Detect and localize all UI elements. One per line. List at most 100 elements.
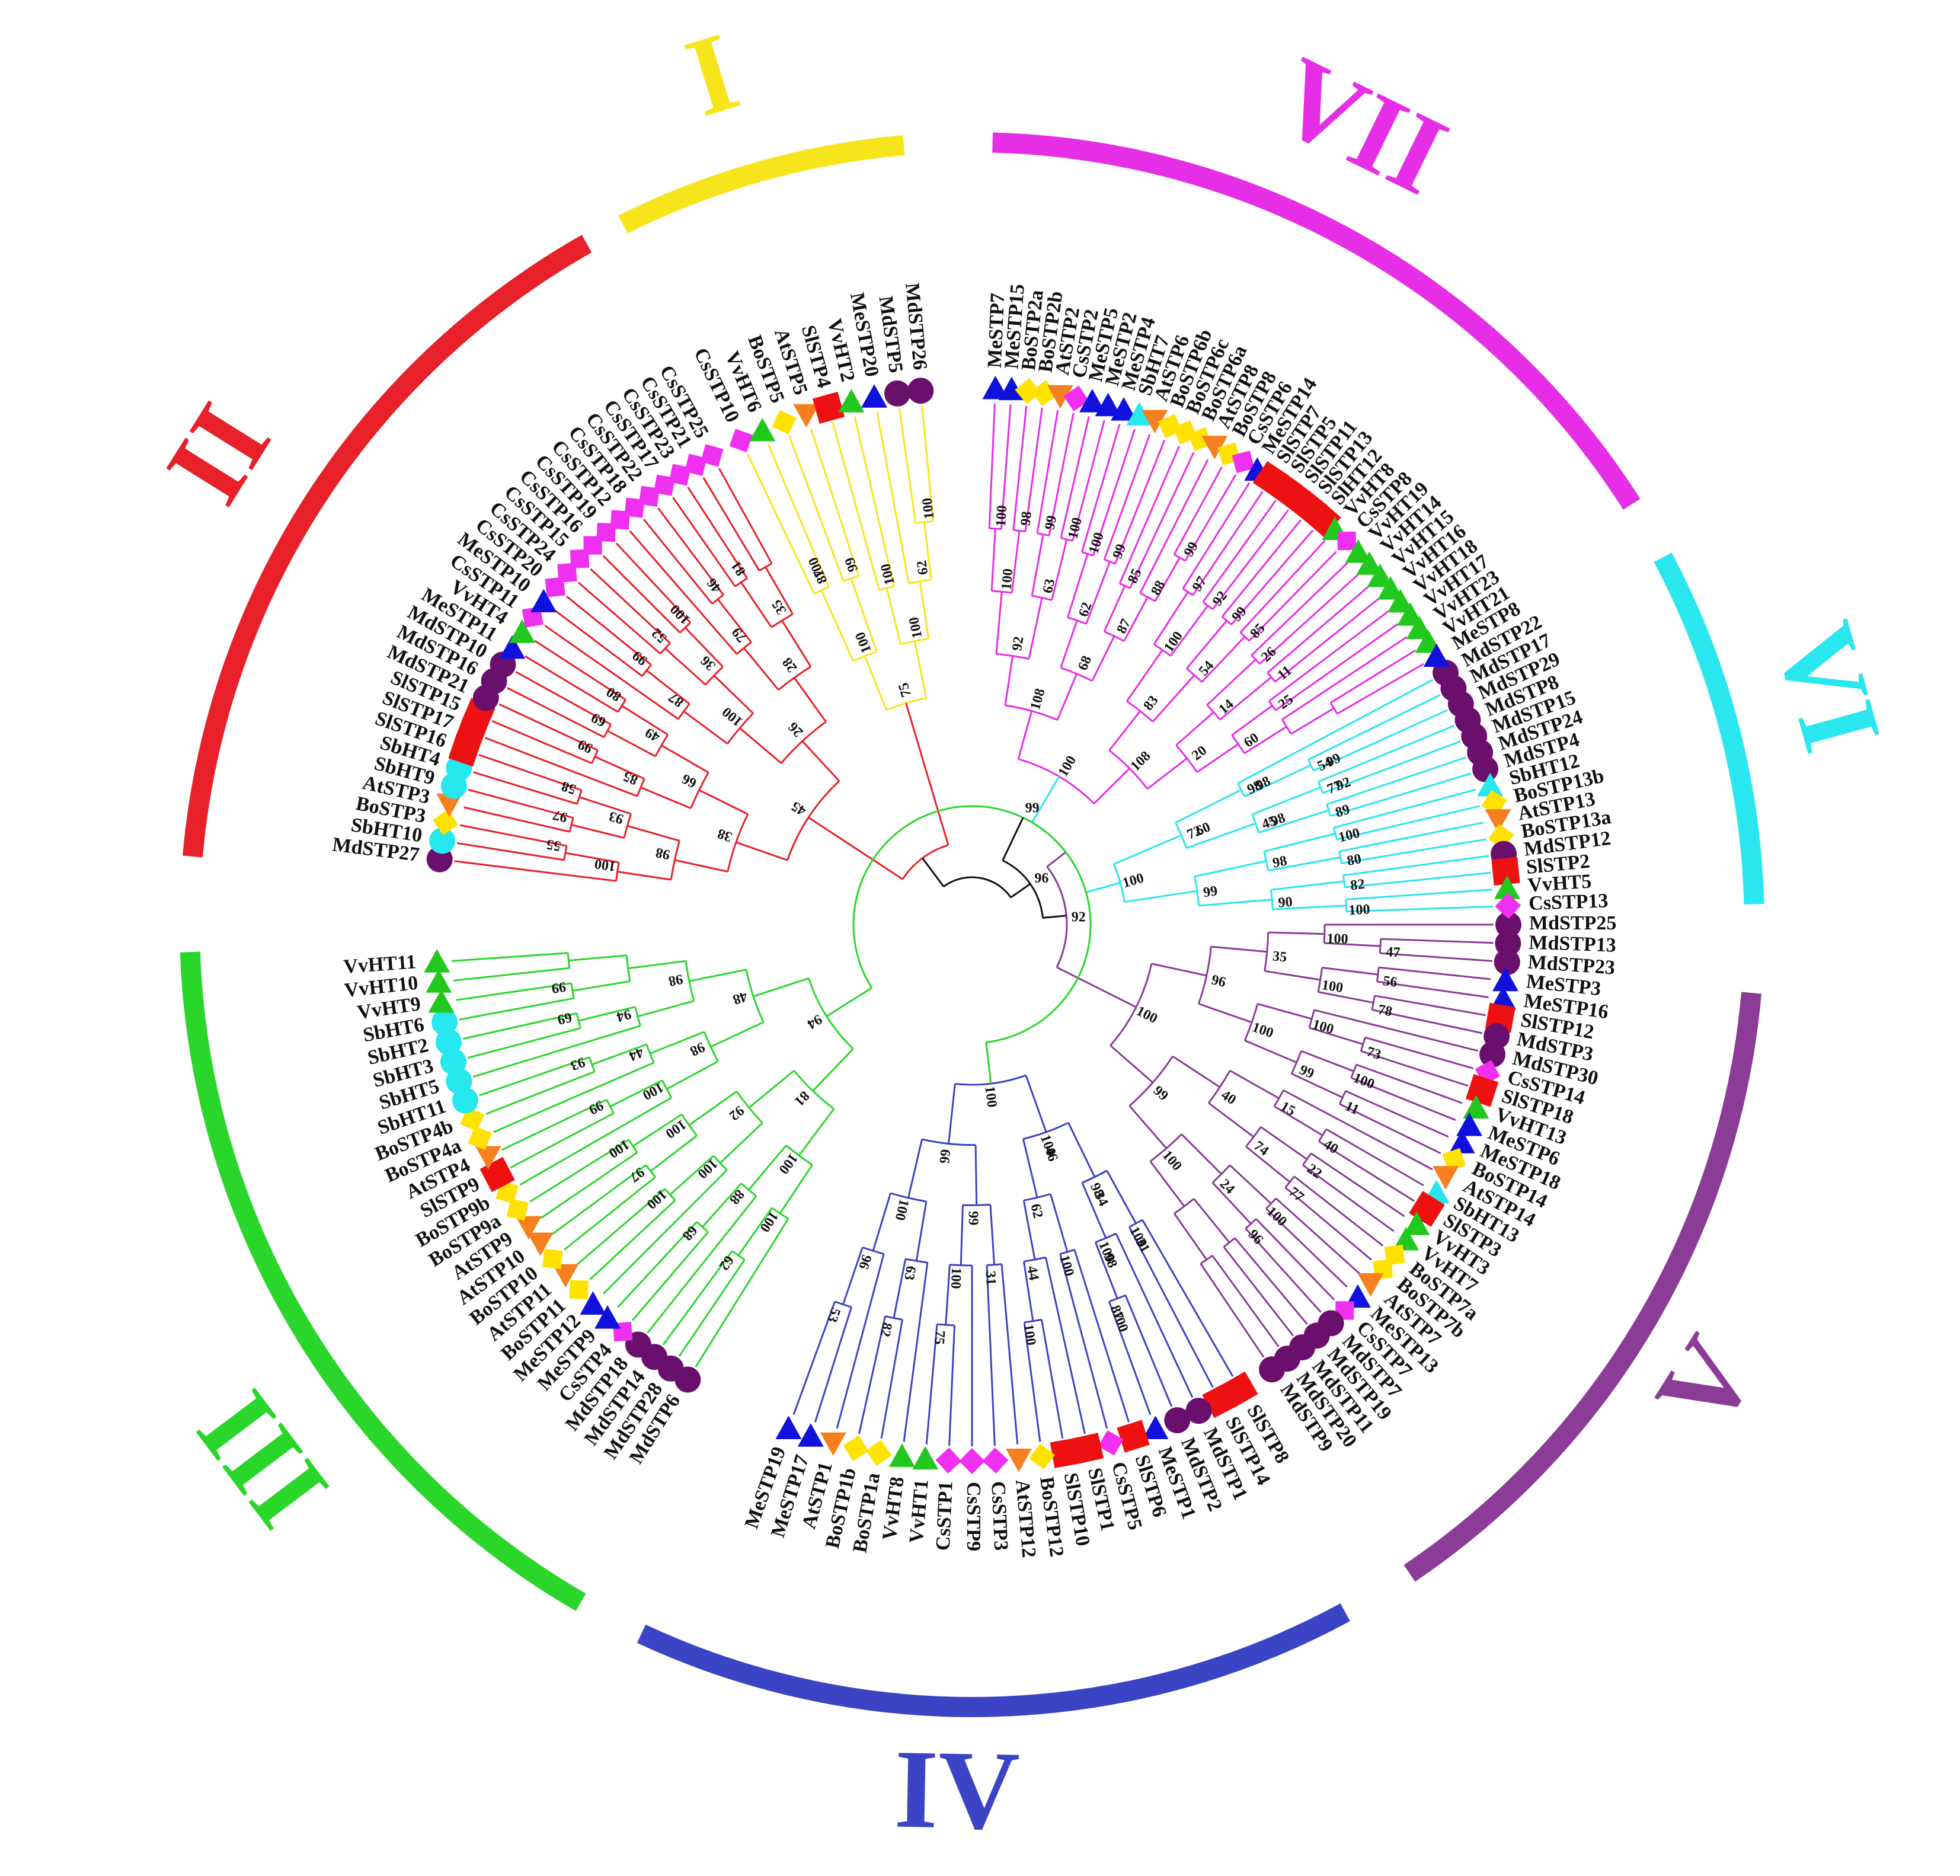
bootstrap-value: 99: [965, 1211, 981, 1225]
leaf-label-cs-stp9: CsSTP9: [963, 1482, 984, 1551]
me-stp17-marker: [797, 1423, 824, 1447]
bootstrap-value: 97: [1190, 574, 1210, 594]
bootstrap-value: 100: [993, 505, 1010, 527]
at-stp14-marker: [1433, 1166, 1459, 1190]
sl-stp10-marker: [1050, 1437, 1080, 1468]
bootstrap-value: 81: [791, 1088, 812, 1108]
bootstrap-value: 100: [640, 1079, 666, 1103]
at-stp13-marker: [1485, 809, 1511, 833]
bo-stp3-marker: [433, 809, 459, 835]
bootstrap-value: 63: [901, 1265, 919, 1281]
bootstrap-value: 100: [1065, 516, 1085, 540]
bootstrap-value: 100: [1121, 871, 1146, 891]
bootstrap-value: 35: [769, 597, 789, 617]
me-stp1-marker: [1142, 1415, 1169, 1440]
vv-ht9-marker: [428, 989, 455, 1013]
vv-ht18-marker: [1387, 589, 1414, 613]
cs-stp10-marker: [729, 429, 753, 453]
leaf-label-md-stp25: MdSTP25: [1529, 912, 1616, 934]
me-stp3-marker: [1492, 967, 1519, 992]
bootstrap-value: 62: [1076, 600, 1095, 619]
bootstrap-value: 40: [1219, 1087, 1239, 1108]
bootstrap-value: 100: [1086, 530, 1107, 555]
sl-stp2-marker: [1491, 856, 1520, 886]
me-stp8-marker: [1423, 643, 1450, 667]
bootstrap-value: 100: [878, 562, 898, 586]
leaf-markers: [424, 375, 1521, 1474]
bootstrap-value: 68: [679, 1222, 700, 1243]
bo-stp1b-marker: [843, 1435, 869, 1461]
leaf-label-vv-ht8: VvHT8: [878, 1475, 909, 1542]
bootstrap-value: 24: [1217, 1176, 1238, 1197]
bootstrap-value: 87: [1114, 616, 1134, 636]
clade-numeral-ii: II: [142, 383, 294, 524]
bootstrap-value: 92: [726, 1102, 747, 1123]
md-stp13-marker: [1495, 930, 1521, 957]
cs-stp2-marker: [1063, 385, 1089, 411]
vv-ht6-marker: [749, 417, 776, 442]
at-stp2-marker: [1047, 385, 1073, 409]
bootstrap-value: 63: [1040, 577, 1058, 595]
md-stp1-marker: [1185, 1398, 1212, 1424]
bo-stp6a-marker: [1188, 427, 1212, 451]
clade-arcs: [180, 132, 1764, 1717]
clade-arc-vii: [992, 132, 1641, 510]
vv-ht23-marker: [1406, 615, 1433, 640]
sb-ht10-marker: [429, 827, 456, 854]
sl-stp18-marker: [1465, 1073, 1499, 1107]
cs-stp5-marker: [1098, 1430, 1124, 1456]
bootstrap-value: 54: [1196, 658, 1217, 679]
me-stp10-marker: [530, 589, 557, 612]
bootstrap-value: 28: [779, 654, 800, 675]
bootstrap-value: 97: [551, 807, 569, 825]
me-stp11-marker: [499, 635, 526, 659]
bootstrap-value: 35: [1272, 948, 1287, 965]
bo-stp2a-marker: [1015, 378, 1041, 404]
bootstrap-value: 66: [680, 771, 699, 791]
vv-ht11-marker: [424, 949, 450, 973]
bootstrap-value: 96: [1245, 1227, 1266, 1248]
bootstrap-value: 100: [892, 1197, 912, 1222]
bootstrap-value: 45: [789, 798, 809, 819]
bootstrap-value: 66: [936, 1149, 952, 1165]
bootstrap-value: 49: [642, 724, 663, 745]
clade-arc-v: [1403, 992, 1761, 1582]
md-stp26-marker: [907, 378, 934, 404]
leaf-label-vv-ht1: VvHT1: [906, 1479, 933, 1545]
cs-stp9-marker: [959, 1448, 985, 1474]
bootstrap-value: 96: [1210, 972, 1227, 990]
bootstrap-value: 100: [1134, 1003, 1160, 1027]
cs-stp8-marker: [1337, 531, 1357, 551]
bootstrap-value: 87: [666, 689, 687, 710]
clade-arc-vi: [1654, 552, 1764, 905]
bootstrap-value: 100: [1109, 1309, 1131, 1334]
leaf-label-vv-ht11: VvHT11: [343, 951, 417, 977]
bootstrap-value: 44: [1024, 1265, 1041, 1281]
bootstrap-value: 98: [1018, 510, 1035, 526]
leaf-labels: CsSTP10VvHT6BoSTP5AtSTP5SlSTP4VvHT2MeSTP…: [331, 282, 1617, 1559]
vv-ht1-marker: [912, 1446, 939, 1470]
clade-numeral-vii: VII: [1258, 33, 1465, 219]
root-bootstrap-value: 92: [1072, 910, 1086, 925]
clade-arc-iii: [180, 951, 586, 1611]
bootstrap-value: 94: [804, 1011, 824, 1032]
bootstrap-value: 100: [852, 629, 875, 655]
bootstrap-value: 15: [1278, 1099, 1298, 1119]
me-stp15-marker: [998, 376, 1025, 401]
cs-stp6-marker: [1232, 450, 1255, 474]
sb-ht2-marker: [435, 1029, 462, 1055]
at-stp11-marker: [552, 1264, 579, 1288]
bootstrap-value: 56: [1382, 973, 1398, 990]
leaf-label-at-stp12: AtSTP12: [1011, 1479, 1040, 1559]
clade-numeral-i: I: [673, 9, 752, 140]
md-stp9-marker: [1259, 1356, 1286, 1383]
vv-ht2-marker: [838, 389, 865, 413]
cs-stp25-marker: [700, 444, 724, 467]
vv-ht5-marker: [1494, 875, 1520, 899]
cs-stp1-marker: [935, 1447, 962, 1474]
me-stp2-marker: [1095, 392, 1121, 417]
leaf-label-cs-stp3: CsSTP3: [987, 1481, 1012, 1551]
sb-ht3-marker: [440, 1049, 466, 1075]
vv-ht13-marker: [1463, 1095, 1489, 1119]
